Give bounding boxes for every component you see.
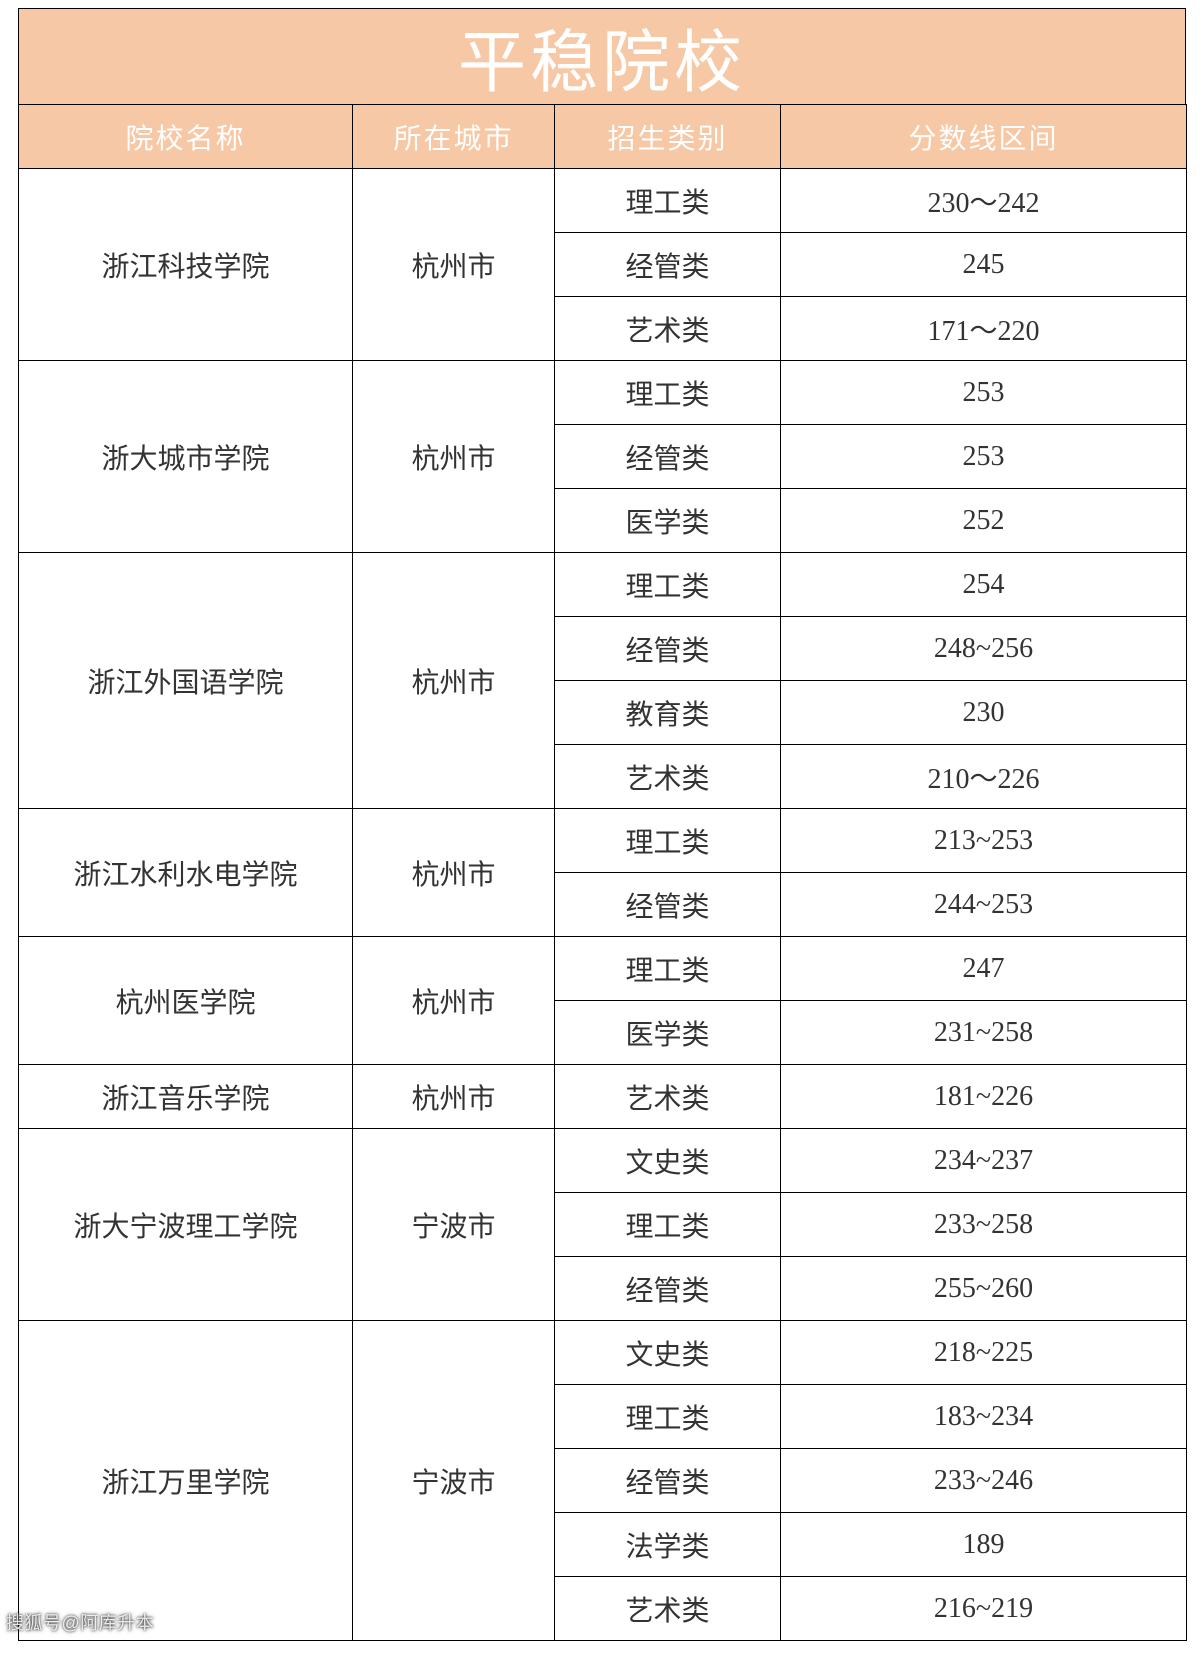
cell-category: 经管类 (555, 1449, 781, 1513)
cell-school-name: 浙江万里学院 (19, 1321, 353, 1641)
cell-category: 文史类 (555, 1321, 781, 1385)
cell-category: 经管类 (555, 425, 781, 489)
cell-score: 253 (781, 361, 1187, 425)
cell-category: 经管类 (555, 1257, 781, 1321)
table-header-row: 院校名称 所在城市 招生类别 分数线区间 (19, 105, 1187, 169)
cell-score: 245 (781, 233, 1187, 297)
col-header-name: 院校名称 (19, 105, 353, 169)
page-title: 平稳院校 (458, 7, 746, 106)
col-header-city: 所在城市 (353, 105, 555, 169)
cell-category: 经管类 (555, 873, 781, 937)
cell-category: 理工类 (555, 361, 781, 425)
cell-category: 理工类 (555, 809, 781, 873)
table-row: 浙江万里学院宁波市文史类218~225 (19, 1321, 1187, 1385)
cell-city: 宁波市 (353, 1129, 555, 1321)
cell-school-name: 浙大宁波理工学院 (19, 1129, 353, 1321)
table-body: 浙江科技学院杭州市理工类230～242经管类245艺术类171～220浙大城市学… (19, 169, 1187, 1641)
cell-city: 杭州市 (353, 937, 555, 1065)
cell-category: 医学类 (555, 489, 781, 553)
cell-score: 213~253 (781, 809, 1187, 873)
cell-city: 杭州市 (353, 169, 555, 361)
cell-category: 文史类 (555, 1129, 781, 1193)
cell-score: 230 (781, 681, 1187, 745)
schools-table: 院校名称 所在城市 招生类别 分数线区间 浙江科技学院杭州市理工类230～242… (18, 104, 1187, 1641)
cell-score: 218~225 (781, 1321, 1187, 1385)
table-row: 浙江外国语学院杭州市理工类254 (19, 553, 1187, 617)
table-row: 浙大宁波理工学院宁波市文史类234~237 (19, 1129, 1187, 1193)
cell-category: 医学类 (555, 1001, 781, 1065)
table-row: 浙大城市学院杭州市理工类253 (19, 361, 1187, 425)
title-bar: 平稳院校 (18, 8, 1186, 104)
cell-category: 教育类 (555, 681, 781, 745)
cell-category: 法学类 (555, 1513, 781, 1577)
cell-score: 253 (781, 425, 1187, 489)
cell-category: 艺术类 (555, 297, 781, 361)
col-header-score: 分数线区间 (781, 105, 1187, 169)
cell-school-name: 浙江外国语学院 (19, 553, 353, 809)
cell-category: 艺术类 (555, 1577, 781, 1641)
cell-score: 234~237 (781, 1129, 1187, 1193)
cell-category: 理工类 (555, 937, 781, 1001)
cell-score: 248~256 (781, 617, 1187, 681)
cell-category: 理工类 (555, 1193, 781, 1257)
cell-city: 宁波市 (353, 1321, 555, 1641)
cell-score: 181~226 (781, 1065, 1187, 1129)
cell-category: 艺术类 (555, 1065, 781, 1129)
cell-school-name: 浙江科技学院 (19, 169, 353, 361)
cell-score: 183~234 (781, 1385, 1187, 1449)
col-header-cat: 招生类别 (555, 105, 781, 169)
cell-city: 杭州市 (353, 361, 555, 553)
cell-score: 210～226 (781, 745, 1187, 809)
cell-school-name: 浙江音乐学院 (19, 1065, 353, 1129)
cell-score: 189 (781, 1513, 1187, 1577)
cell-category: 艺术类 (555, 745, 781, 809)
cell-category: 经管类 (555, 617, 781, 681)
cell-score: 244~253 (781, 873, 1187, 937)
cell-category: 理工类 (555, 169, 781, 233)
cell-score: 247 (781, 937, 1187, 1001)
cell-score: 252 (781, 489, 1187, 553)
cell-city: 杭州市 (353, 1065, 555, 1129)
cell-score: 255~260 (781, 1257, 1187, 1321)
cell-score: 233~258 (781, 1193, 1187, 1257)
cell-score: 254 (781, 553, 1187, 617)
cell-school-name: 杭州医学院 (19, 937, 353, 1065)
cell-school-name: 浙大城市学院 (19, 361, 353, 553)
cell-score: 171～220 (781, 297, 1187, 361)
table-row: 杭州医学院杭州市理工类247 (19, 937, 1187, 1001)
cell-city: 杭州市 (353, 809, 555, 937)
cell-category: 经管类 (555, 233, 781, 297)
cell-category: 理工类 (555, 553, 781, 617)
table-row: 浙江水利水电学院杭州市理工类213~253 (19, 809, 1187, 873)
cell-school-name: 浙江水利水电学院 (19, 809, 353, 937)
cell-category: 理工类 (555, 1385, 781, 1449)
table-row: 浙江科技学院杭州市理工类230～242 (19, 169, 1187, 233)
cell-score: 216~219 (781, 1577, 1187, 1641)
watermark: 搜狐号@阿库升本 (6, 1609, 154, 1635)
cell-city: 杭州市 (353, 553, 555, 809)
cell-score: 230～242 (781, 169, 1187, 233)
cell-score: 231~258 (781, 1001, 1187, 1065)
table-row: 浙江音乐学院杭州市艺术类181~226 (19, 1065, 1187, 1129)
cell-score: 233~246 (781, 1449, 1187, 1513)
